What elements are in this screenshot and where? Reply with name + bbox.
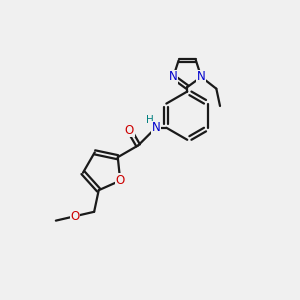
Text: N: N	[197, 70, 206, 83]
Text: O: O	[116, 174, 125, 187]
Text: N: N	[169, 70, 178, 83]
Text: H: H	[146, 116, 153, 125]
Text: O: O	[125, 124, 134, 136]
Text: O: O	[70, 210, 80, 223]
Text: N: N	[152, 121, 160, 134]
